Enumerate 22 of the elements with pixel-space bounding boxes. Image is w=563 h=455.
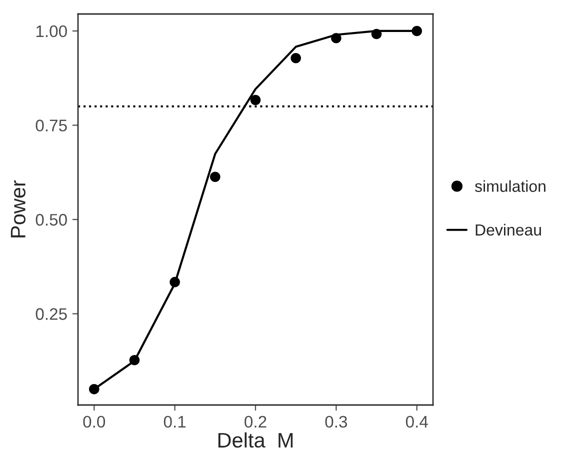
legend-label: simulation <box>474 180 546 192</box>
point <box>88 384 100 394</box>
x-axis-title: Delta M <box>218 432 293 448</box>
point <box>412 26 422 36</box>
y-tick-label: 0.75 <box>36 120 67 132</box>
y-axis-title: Power <box>10 180 26 238</box>
y-tick-label: 0.25 <box>36 308 67 320</box>
x-tick-label: 0.2 <box>244 416 266 428</box>
y-tick-label: 1.00 <box>36 25 67 38</box>
y-tick-label: 0.50 <box>36 214 67 226</box>
point <box>210 172 220 182</box>
point <box>371 28 382 40</box>
point <box>331 32 342 44</box>
point <box>250 94 261 106</box>
legend-label: Devineau <box>476 224 541 236</box>
x-tick-label: 0.3 <box>325 416 348 428</box>
point <box>290 52 301 64</box>
x-tick-label: 0.1 <box>164 416 186 428</box>
point <box>170 276 180 288</box>
x-tick-label: 0.4 <box>406 416 428 428</box>
x-tick-label: 0.0 <box>83 416 106 428</box>
point <box>129 354 140 366</box>
